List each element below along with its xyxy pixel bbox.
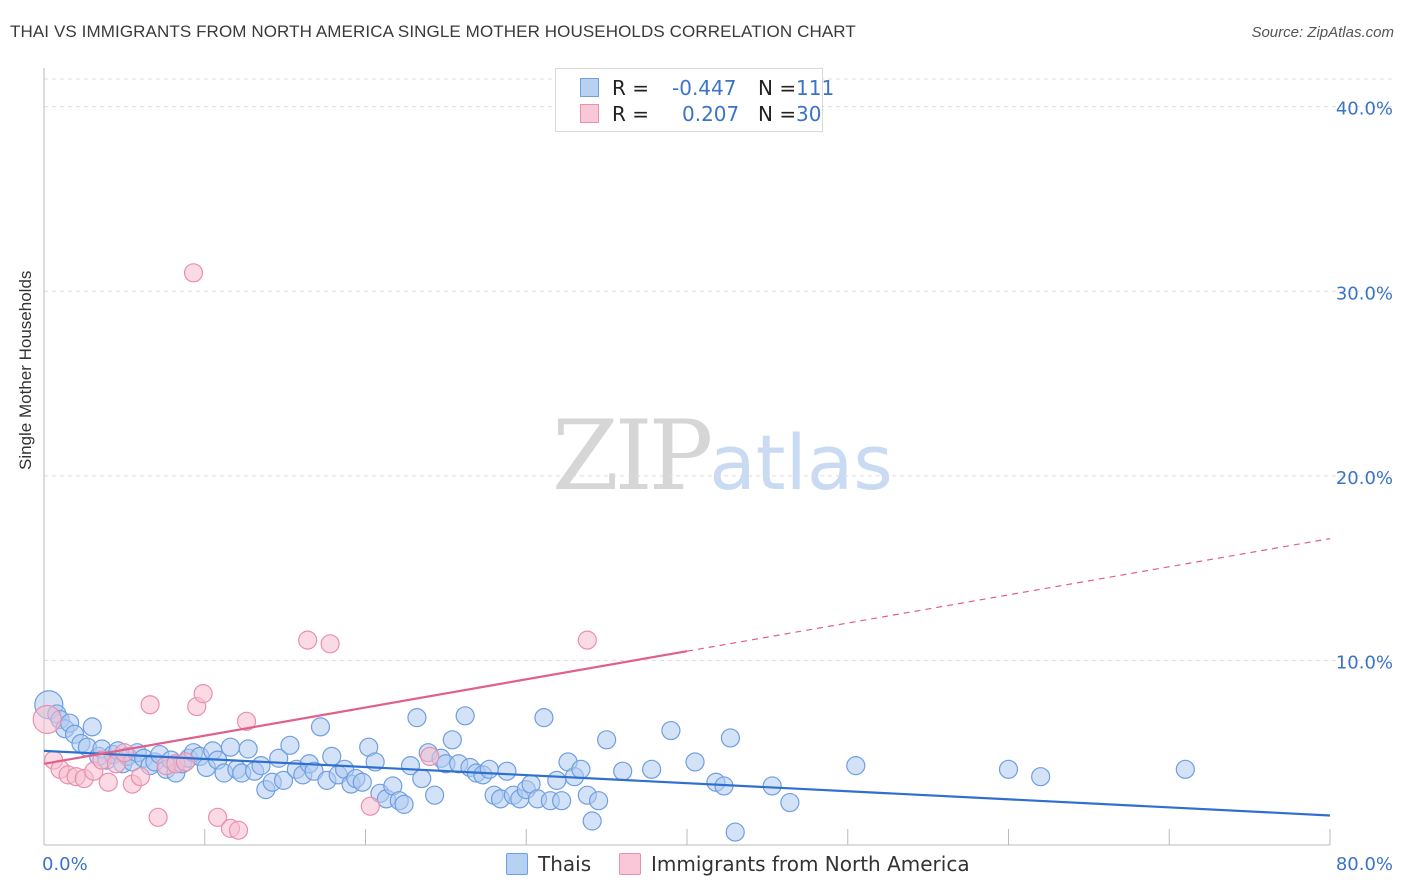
bottom-legend-label-thais: Thais <box>538 852 592 876</box>
data-point-thais <box>552 791 572 811</box>
legend-swatch-immigrants <box>580 104 599 123</box>
data-point-immigrants <box>175 752 196 772</box>
data-point-thais <box>571 759 591 779</box>
trend-line-extension-immigrants <box>686 538 1331 652</box>
data-point-thais <box>846 756 866 776</box>
data-point-thais <box>685 752 705 772</box>
data-point-thais <box>220 737 241 757</box>
bottom-legend-swatch-thais <box>506 853 528 875</box>
data-point-thais <box>1031 767 1051 787</box>
y-axis-label: Single Mother Households <box>16 270 35 470</box>
data-point-thais <box>642 759 662 779</box>
data-point-thais <box>425 785 445 805</box>
data-point-immigrants <box>32 704 62 735</box>
y-tick-label: 20.0% <box>1336 468 1393 489</box>
data-point-thais <box>582 811 602 831</box>
chart-title: THAI VS IMMIGRANTS FROM NORTH AMERICA SI… <box>10 22 856 41</box>
data-point-thais <box>661 720 681 741</box>
watermark-atlas: atlas <box>709 418 893 507</box>
data-point-immigrants <box>360 796 380 816</box>
data-point-thais <box>588 791 609 811</box>
data-point-thais <box>534 708 554 728</box>
data-point-thais <box>479 759 499 779</box>
data-point-immigrants <box>193 684 213 704</box>
x-tick-label: 80.0% <box>1336 854 1393 875</box>
data-point-immigrants <box>298 630 318 650</box>
legend-r-value: -0.447 <box>672 76 737 100</box>
bottom-legend-swatch-immigrants <box>619 853 641 875</box>
data-point-immigrants <box>183 263 204 283</box>
data-point-immigrants <box>148 807 168 827</box>
data-point-thais <box>412 768 432 789</box>
legend-n-label: N = <box>758 76 797 100</box>
data-point-thais <box>442 730 462 750</box>
data-point-thais <box>613 761 633 781</box>
legend-r-label: R = <box>612 76 650 100</box>
trend-line-thais <box>43 749 1331 817</box>
data-point-immigrants <box>140 695 160 715</box>
data-point-thais <box>280 735 300 755</box>
data-point-immigrants <box>236 711 257 731</box>
legend-n-value: 111 <box>796 76 835 100</box>
x-tick-label: 0.0% <box>42 854 88 875</box>
data-point-immigrants <box>98 772 118 792</box>
data-point-thais <box>497 761 517 781</box>
data-point-thais <box>762 776 782 796</box>
data-point-immigrants <box>577 630 597 650</box>
data-point-thais <box>238 739 258 759</box>
data-point-immigrants <box>228 820 249 840</box>
data-point-thais <box>82 717 102 737</box>
correlation-legend: R = -0.447 N = 111 R = 0.207 N = 30 <box>555 68 834 132</box>
data-point-thais <box>725 822 745 842</box>
data-point-thais <box>597 730 617 750</box>
data-point-immigrants <box>130 767 151 787</box>
data-point-thais <box>547 770 567 790</box>
data-point-immigrants <box>320 634 340 654</box>
zipatlas-watermark: ZIPatlas <box>552 400 893 512</box>
data-point-thais <box>780 792 800 813</box>
data-point-thais <box>251 756 271 776</box>
data-point-thais <box>455 706 475 726</box>
legend-n-value: 30 <box>796 102 822 126</box>
y-tick-label: 40.0% <box>1336 99 1393 120</box>
legend-r-value: 0.207 <box>682 102 740 126</box>
data-point-thais <box>352 772 372 792</box>
data-point-immigrants <box>114 743 134 763</box>
legend-r-label: R = <box>612 102 650 126</box>
data-point-thais <box>407 708 427 728</box>
data-point-thais <box>310 717 331 737</box>
bottom-legend-label-immigrants: Immigrants from North America <box>651 852 970 876</box>
legend-swatch-thais <box>580 78 599 97</box>
data-point-thais <box>273 770 294 790</box>
y-tick-label: 30.0% <box>1336 283 1393 304</box>
data-point-thais <box>394 794 414 814</box>
data-point-thais <box>1175 759 1195 779</box>
data-point-thais <box>304 761 324 781</box>
legend-n-label: N = <box>758 102 797 126</box>
chart-source: Source: ZipAtlas.com <box>1251 24 1394 41</box>
data-point-thais <box>720 728 741 748</box>
y-tick-label: 10.0% <box>1336 652 1393 673</box>
watermark-zip: ZIP <box>552 400 713 512</box>
trend-line-immigrants <box>43 650 688 765</box>
data-point-immigrants <box>208 807 228 827</box>
data-point-thais <box>998 759 1019 779</box>
data-point-immigrants <box>420 746 440 767</box>
